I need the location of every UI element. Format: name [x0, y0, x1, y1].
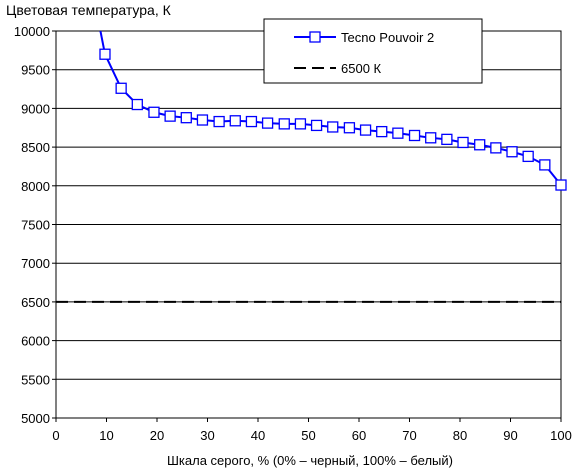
- legend-marker-series-1: [309, 31, 321, 43]
- series-1-point: [376, 125, 388, 138]
- legend-label-series-1: Tecno Pouvoir 2: [341, 30, 434, 45]
- series-1-point: [294, 118, 307, 130]
- legend: Tecno Pouvoir 2 6500 К: [263, 18, 483, 84]
- legend-box: [263, 18, 483, 84]
- series-1-point: [278, 118, 290, 130]
- series-1-point: [392, 127, 404, 139]
- x-tick-label: 80: [453, 428, 467, 443]
- series-1-point: [180, 112, 192, 124]
- x-tick-label: 10: [99, 428, 113, 443]
- y-tick-label: 5000: [21, 411, 50, 426]
- series-1-point: [425, 132, 437, 144]
- series-1-point: [474, 139, 486, 151]
- chart-title: Цветовая температура, К: [6, 2, 172, 18]
- y-tick-label: 5500: [21, 372, 50, 387]
- y-tick-label: 6000: [21, 334, 50, 349]
- data-series: [56, 30, 567, 303]
- x-tick-label: 50: [301, 428, 315, 443]
- y-tick-label: 8500: [21, 140, 50, 155]
- x-tick-label: 20: [150, 428, 164, 443]
- x-tick-label: 90: [503, 428, 517, 443]
- y-tick-label: 6500: [21, 295, 50, 310]
- x-tick-label: 40: [251, 428, 265, 443]
- series-1-point: [99, 48, 111, 60]
- series-1-point: [555, 179, 567, 191]
- series-1-point: [522, 150, 534, 163]
- series-1-point: [164, 110, 176, 122]
- series-1-point: [327, 121, 339, 133]
- y-tick-label: 7000: [21, 256, 50, 271]
- x-axis-label: Шкала серого, % (0% – черный, 100% – бел…: [167, 453, 453, 468]
- series-1-point: [408, 129, 421, 142]
- series-1-point: [457, 136, 469, 149]
- series-1-point: [115, 82, 127, 94]
- series-1-point: [213, 115, 225, 128]
- series-1-point: [539, 159, 551, 171]
- series-1-point: [131, 98, 143, 111]
- y-tick-label: 9500: [21, 63, 50, 78]
- series-1-point: [229, 115, 241, 127]
- y-tick-label: 7500: [21, 218, 50, 233]
- gridlines: [56, 30, 561, 419]
- series-1-point: [359, 124, 372, 136]
- series-1-point: [196, 114, 209, 126]
- x-tick-label: 30: [200, 428, 214, 443]
- series-1-point: [261, 117, 274, 129]
- series-1-point: [441, 133, 453, 146]
- x-axis-ticks: 0 10 20 30 40 50 60 70 80 90 100: [52, 418, 572, 443]
- x-tick-label: 70: [402, 428, 416, 443]
- series-1-point: [343, 122, 356, 134]
- series-1-point: [148, 106, 160, 118]
- y-axis-ticks: 5000 5500 6000 6500 7000 7500 8000 8500 9000 9500…: [14, 24, 56, 426]
- x-tick-label: 0: [52, 428, 59, 443]
- legend-label-series-2: 6500 К: [341, 61, 382, 76]
- x-tick-label: 100: [550, 428, 572, 443]
- series-1-point: [490, 142, 502, 154]
- y-tick-label: 9000: [21, 101, 50, 116]
- series-1-point: [310, 119, 323, 132]
- series-1-point: [245, 115, 258, 128]
- x-tick-label: 60: [352, 428, 366, 443]
- y-tick-label: 8000: [21, 179, 50, 194]
- series-1-point: [506, 146, 518, 158]
- y-tick-label: 10000: [14, 24, 50, 39]
